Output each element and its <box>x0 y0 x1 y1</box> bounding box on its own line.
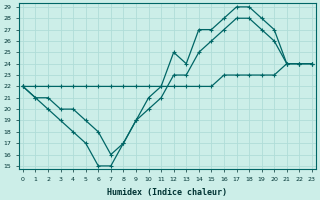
X-axis label: Humidex (Indice chaleur): Humidex (Indice chaleur) <box>108 188 228 197</box>
